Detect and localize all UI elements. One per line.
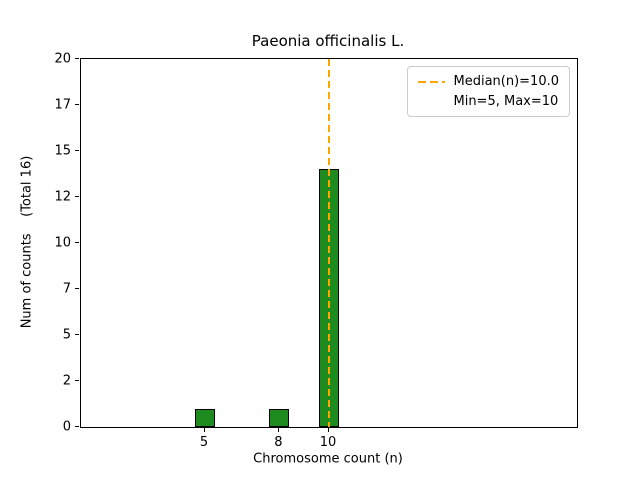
bar xyxy=(269,408,290,427)
x-tick-mark xyxy=(278,428,280,432)
y-tick-mark xyxy=(75,426,79,427)
legend-entry-median: Median(n)=10.0 xyxy=(418,74,559,89)
y-tick-label: 15 xyxy=(54,143,71,158)
x-tick-mark xyxy=(328,428,329,432)
legend: Median(n)=10.0 Min=5, Max=10 xyxy=(407,66,570,117)
y-tick-mark xyxy=(75,288,79,289)
y-tick-mark xyxy=(75,242,79,243)
y-tick-mark xyxy=(75,380,79,381)
chart-title: Paeonia officinalis L. xyxy=(251,32,405,50)
legend-label-minmax: Min=5, Max=10 xyxy=(453,94,559,109)
y-tick-mark xyxy=(75,334,79,335)
y-tick-label: 20 xyxy=(54,51,71,66)
y-tick-mark xyxy=(75,196,79,197)
legend-label-median: Median(n)=10.0 xyxy=(453,74,559,89)
dashed-line-icon xyxy=(418,80,446,83)
x-tick-label: 10 xyxy=(319,435,337,450)
bar xyxy=(195,408,215,427)
x-tick-label: 8 xyxy=(274,435,283,450)
y-tick-label: 7 xyxy=(62,281,71,296)
y-tick-mark xyxy=(75,104,79,105)
y-tick-label: 12 xyxy=(54,189,71,204)
x-tick-label: 5 xyxy=(199,435,209,450)
y-tick-mark xyxy=(75,58,79,59)
x-axis-label: Chromosome count (n) xyxy=(253,451,403,467)
plot-area: Median(n)=10.0 Min=5, Max=10 xyxy=(80,58,578,428)
median-line xyxy=(328,59,330,427)
y-tick-label: 2 xyxy=(62,373,71,388)
y-tick-label: 5 xyxy=(62,327,71,342)
y-tick-mark xyxy=(75,150,79,151)
y-tick-label: 0 xyxy=(62,419,71,434)
y-tick-label: 10 xyxy=(54,235,71,250)
y-tick-label: 17 xyxy=(54,97,71,112)
x-tick-mark xyxy=(204,428,205,432)
legend-entry-minmax: Min=5, Max=10 xyxy=(418,94,559,109)
blank-handle xyxy=(418,101,445,103)
